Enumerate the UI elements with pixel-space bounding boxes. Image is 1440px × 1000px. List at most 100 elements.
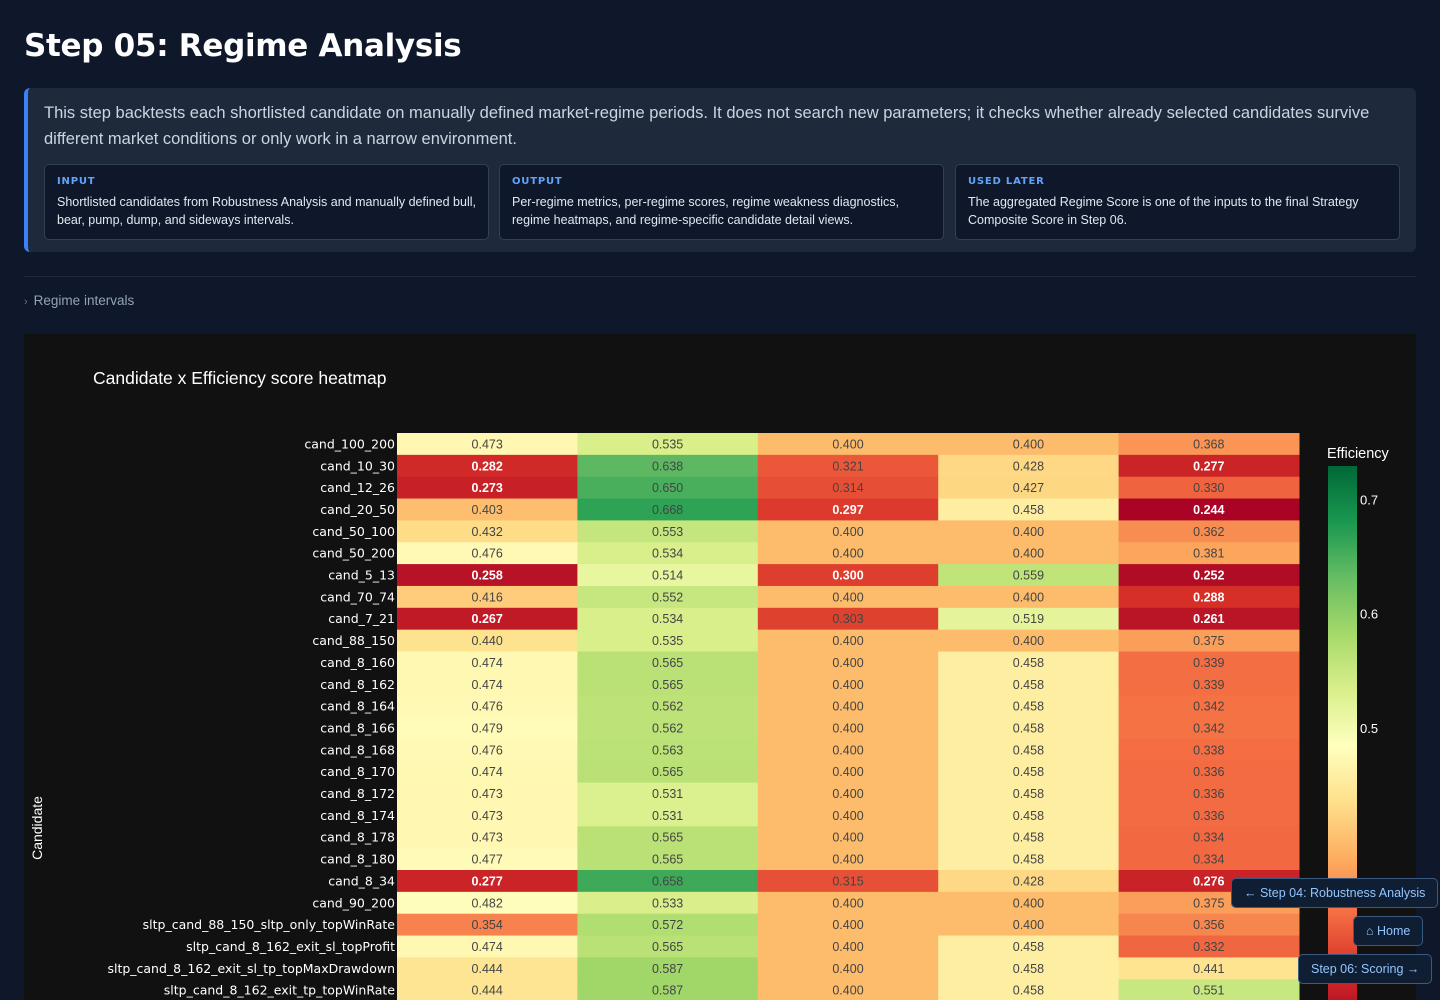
heatmap-cell[interactable] [1118, 804, 1300, 827]
heatmap-cell[interactable] [938, 695, 1120, 718]
heatmap-cell[interactable] [938, 848, 1120, 871]
heatmap-cell[interactable] [577, 433, 759, 456]
heatmap-cell[interactable] [1118, 935, 1300, 958]
heatmap-cell[interactable] [1118, 760, 1300, 784]
heatmap-cell[interactable] [938, 935, 1120, 958]
heatmap-cell[interactable] [1118, 542, 1300, 565]
heatmap-cell[interactable] [757, 454, 939, 478]
heatmap-cell[interactable] [1118, 738, 1300, 762]
heatmap-cell[interactable] [397, 957, 578, 980]
heatmap-cell[interactable] [757, 520, 939, 543]
heatmap-cell[interactable] [938, 585, 1120, 609]
heatmap-cell[interactable] [577, 498, 759, 521]
heatmap-cell[interactable] [757, 629, 939, 652]
heatmap-cell[interactable] [577, 717, 759, 740]
heatmap-cell[interactable] [938, 913, 1120, 937]
heatmap-cell[interactable] [938, 782, 1120, 805]
heatmap-cell[interactable] [1118, 826, 1300, 849]
heatmap-cell[interactable] [938, 542, 1120, 565]
heatmap-cell[interactable] [938, 564, 1120, 587]
heatmap-cell[interactable] [1118, 957, 1300, 980]
heatmap-cell[interactable] [1118, 673, 1300, 696]
heatmap-cell[interactable] [397, 454, 578, 478]
heatmap-cell[interactable] [397, 520, 578, 543]
heatmap-cell[interactable] [1118, 564, 1300, 587]
heatmap-cell[interactable] [397, 476, 578, 500]
heatmap-cell[interactable] [577, 629, 759, 652]
heatmap-cell[interactable] [577, 891, 759, 915]
heatmap-cell[interactable] [397, 738, 578, 762]
heatmap-cell[interactable] [938, 804, 1120, 827]
heatmap-cell[interactable] [757, 673, 939, 696]
heatmap-cell[interactable] [397, 760, 578, 784]
heatmap-cell[interactable] [757, 476, 939, 500]
heatmap-cell[interactable] [757, 738, 939, 762]
heatmap-cell[interactable] [757, 957, 939, 980]
heatmap-cell[interactable] [397, 826, 578, 849]
heatmap-cell[interactable] [938, 717, 1120, 740]
heatmap-cell[interactable] [757, 607, 939, 631]
heatmap-cell[interactable] [1118, 498, 1300, 521]
heatmap-cell[interactable] [938, 454, 1120, 478]
heatmap-cell[interactable] [1118, 695, 1300, 718]
heatmap-cell[interactable] [577, 520, 759, 543]
heatmap-cell[interactable] [397, 542, 578, 565]
heatmap-cell[interactable] [938, 476, 1120, 500]
heatmap-cell[interactable] [577, 695, 759, 718]
heatmap-cell[interactable] [757, 695, 939, 718]
heatmap-cell[interactable] [577, 651, 759, 674]
heatmap-cell[interactable] [1118, 651, 1300, 674]
heatmap-cell[interactable] [757, 651, 939, 674]
heatmap-cell[interactable] [577, 542, 759, 565]
heatmap-cell[interactable] [1118, 454, 1300, 478]
heatmap-cell[interactable] [757, 498, 939, 521]
heatmap-cell[interactable] [757, 542, 939, 565]
heatmap-cell[interactable] [397, 607, 578, 631]
heatmap-cell[interactable] [1118, 717, 1300, 740]
heatmap-cell[interactable] [938, 607, 1120, 631]
heatmap-cell[interactable] [757, 826, 939, 849]
heatmap-cell[interactable] [577, 673, 759, 696]
heatmap-cell[interactable] [577, 913, 759, 937]
heatmap-cell[interactable] [1118, 520, 1300, 543]
heatmap-cell[interactable] [397, 913, 578, 937]
heatmap-cell[interactable] [397, 804, 578, 827]
heatmap-cell[interactable] [577, 476, 759, 500]
heatmap-cell[interactable] [938, 651, 1120, 674]
heatmap-cell[interactable] [577, 782, 759, 805]
home-button[interactable]: ⌂ Home [1353, 916, 1424, 946]
heatmap-cell[interactable] [757, 760, 939, 784]
heatmap-cell[interactable] [1118, 913, 1300, 937]
heatmap-cell[interactable] [938, 891, 1120, 915]
heatmap-cell[interactable] [577, 935, 759, 958]
heatmap-cell[interactable] [1118, 629, 1300, 652]
heatmap-cell[interactable] [1118, 782, 1300, 805]
heatmap-cell[interactable] [577, 957, 759, 980]
heatmap-cell[interactable] [938, 957, 1120, 980]
heatmap-cell[interactable] [577, 826, 759, 849]
heatmap-cell[interactable] [397, 673, 578, 696]
heatmap-cell[interactable] [1118, 476, 1300, 500]
heatmap-cell[interactable] [397, 979, 578, 1000]
heatmap-cell[interactable] [577, 870, 759, 893]
heatmap-cell[interactable] [757, 870, 939, 893]
heatmap-cell[interactable] [757, 913, 939, 937]
heatmap-cell[interactable] [757, 804, 939, 827]
heatmap-cell[interactable] [938, 498, 1120, 521]
heatmap-cell[interactable] [1118, 585, 1300, 609]
heatmap-cell[interactable] [757, 782, 939, 805]
heatmap-cell[interactable] [397, 782, 578, 805]
heatmap-cell[interactable] [757, 935, 939, 958]
heatmap-cell[interactable] [938, 520, 1120, 543]
heatmap-cell[interactable] [577, 738, 759, 762]
heatmap-cell[interactable] [577, 564, 759, 587]
heatmap-cell[interactable] [757, 585, 939, 609]
heatmap-cell[interactable] [577, 760, 759, 784]
heatmap-cell[interactable] [397, 695, 578, 718]
heatmap-cell[interactable] [397, 651, 578, 674]
heatmap-cell[interactable] [938, 826, 1120, 849]
heatmap-cell[interactable] [1118, 607, 1300, 631]
heatmap-cell[interactable] [397, 870, 578, 893]
efficiency-heatmap[interactable]: Candidate x Efficiency score heatmap Can… [24, 334, 1416, 1000]
heatmap-cell[interactable] [757, 848, 939, 871]
